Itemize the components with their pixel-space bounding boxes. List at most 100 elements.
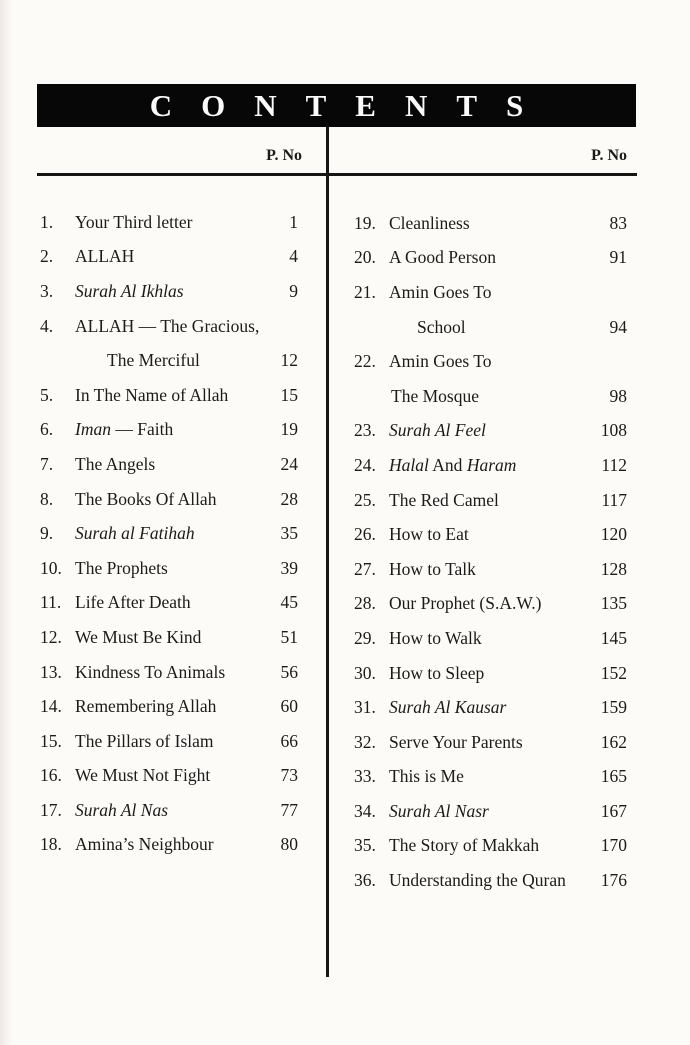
toc-column-left: 1. Your Third letter 1 2. ALLAH 4 3. Surah Al I…: [40, 205, 298, 862]
toc-entry-line: 9. Surah al Fatihah 35: [40, 516, 298, 551]
toc-entry-number: 16.: [40, 765, 62, 786]
toc-entry-line: 3. Surah Al Ikhlas 9: [40, 274, 298, 309]
toc-entry-line: 8. The Books Of Allah 28: [40, 482, 298, 517]
toc-entry-page: 24: [280, 453, 299, 474]
toc-entry-title: Iman — Faith: [75, 419, 174, 440]
page-no-header-left: P. No: [266, 147, 302, 164]
toc-entry-number: 27.: [354, 558, 376, 579]
toc-entry-page: 9: [289, 280, 298, 301]
toc-entry-number: 13.: [40, 661, 62, 682]
toc-entry-line: 36. Understanding the Quran 176: [354, 863, 627, 898]
toc-entry-title: We Must Not Fight: [75, 765, 211, 786]
toc-entry-line: 23. Surah Al Feel 108: [354, 414, 627, 449]
toc-entry-page: 80: [280, 834, 299, 855]
toc-entry-line: School 94: [354, 310, 627, 345]
toc-entry-line: 19. Cleanliness 83: [354, 206, 627, 241]
toc-entry-title: The Story of Makkah: [389, 835, 540, 856]
toc-entry-line: 18. Amina’s Neighbour 80: [40, 828, 298, 863]
toc-entry-title: How to Eat: [389, 524, 469, 545]
toc-entry-page: 73: [280, 765, 299, 786]
toc-entry-line: 2. ALLAH 4: [40, 240, 298, 275]
toc-entry-title: The Mosque: [391, 385, 479, 406]
toc-entry-page: 39: [280, 557, 299, 578]
toc-entry-number: 30.: [354, 662, 376, 683]
toc-entry-title: Amin Goes To: [389, 281, 492, 302]
column-divider: [326, 127, 329, 977]
toc-entry-page: 117: [601, 489, 627, 510]
toc-entry-line: 30. How to Sleep 152: [354, 656, 627, 691]
toc-entry-number: 19.: [354, 212, 376, 233]
toc-entry-number: 34.: [354, 800, 376, 821]
toc-entry-page: 167: [600, 800, 627, 821]
toc-entry-title: Understanding the Quran: [389, 870, 566, 891]
toc-entry-number: 18.: [40, 834, 62, 855]
toc-entry-title: Amin Goes To: [389, 351, 492, 372]
toc-entry-number: 12.: [40, 626, 62, 647]
toc-entry-page: 112: [601, 454, 627, 475]
toc-entry-line: 17. Surah Al Nas 77: [40, 793, 298, 828]
toc-entry-title: The Books Of Allah: [75, 488, 217, 509]
toc-entry-line: 25. The Red Camel 117: [354, 483, 627, 518]
toc-entry-line: 16. We Must Not Fight 73: [40, 759, 298, 794]
toc-entry-number: 14.: [40, 696, 62, 717]
toc-entry-number: 8.: [40, 488, 54, 509]
toc-entry-line: 31. Surah Al Kausar 159: [354, 690, 627, 725]
toc-entry-title: In The Name of Allah: [75, 384, 229, 405]
toc-entry-number: 17.: [40, 799, 62, 820]
header-rule: [37, 173, 637, 176]
toc-entry-title: Surah al Fatihah: [75, 523, 195, 544]
toc-entry-page: 165: [600, 766, 627, 787]
toc-entry-line: 22. Amin Goes To: [354, 344, 627, 379]
toc-entry-number: 33.: [354, 766, 376, 787]
toc-entry-title: Surah Al Ikhlas: [75, 280, 184, 301]
toc-entry-line: 11. Life After Death 45: [40, 586, 298, 621]
toc-entry-title: How to Talk: [389, 558, 476, 579]
toc-entry-number: 26.: [354, 524, 376, 545]
page-title: CONTENTS: [149, 87, 553, 123]
toc-entry-title: The Merciful: [107, 350, 200, 371]
toc-entry-page: 45: [280, 592, 299, 613]
toc-entry-line: 13. Kindness To Animals 56: [40, 655, 298, 690]
toc-entry-number: 7.: [40, 453, 54, 474]
toc-entry-number: 32.: [354, 731, 376, 752]
toc-entry-number: 20.: [354, 247, 376, 268]
toc-entry-number: 1.: [40, 211, 54, 232]
toc-entry-page: 170: [600, 835, 627, 856]
toc-entry-title: Surah Al Nas: [75, 799, 169, 820]
contents-banner: CONTENTS: [37, 84, 636, 127]
toc-column-right: 19. Cleanliness 83 20. A Good Person 91 21. Ami…: [354, 206, 627, 898]
toc-entry-page: 12: [280, 350, 299, 371]
toc-entry-title: This is Me: [389, 766, 464, 787]
toc-entry-title: How to Walk: [389, 627, 482, 648]
toc-entry-title: ALLAH: [75, 246, 135, 267]
toc-entry-page: 15: [280, 384, 299, 405]
toc-entry-title: Serve Your Parents: [389, 731, 523, 752]
toc-entry-page: 176: [600, 870, 627, 891]
toc-entry-title: The Pillars of Islam: [75, 730, 214, 751]
toc-entry-title: How to Sleep: [389, 662, 485, 683]
toc-entry-page: 77: [280, 799, 299, 820]
toc-entry-line: 5. In The Name of Allah 15: [40, 378, 298, 413]
toc-entry-title: Amina’s Neighbour: [75, 834, 214, 855]
toc-entry-number: 29.: [354, 627, 376, 648]
toc-entry-line: The Merciful 12: [40, 343, 298, 378]
toc-entry-number: 31.: [354, 697, 376, 718]
toc-entry-title: A Good Person: [389, 247, 496, 268]
toc-entry-line: 20. A Good Person 91: [354, 241, 627, 276]
toc-entry-number: 11.: [40, 592, 62, 613]
toc-entry-line: 1. Your Third letter 1: [40, 205, 298, 240]
toc-entry-line: 34. Surah Al Nasr 167: [354, 794, 627, 829]
toc-entry-page: 98: [609, 385, 628, 406]
toc-entry-number: 25.: [354, 489, 376, 510]
toc-entry-line: The Mosque 98: [354, 379, 627, 414]
toc-entry-line: 27. How to Talk 128: [354, 552, 627, 587]
toc-entry-number: 3.: [40, 280, 54, 301]
toc-entry-page: 28: [280, 488, 299, 509]
toc-entry-page: 91: [609, 247, 628, 268]
toc-entry-line: 12. We Must Be Kind 51: [40, 620, 298, 655]
toc-entry-number: 5.: [40, 384, 54, 405]
toc-entry-number: 2.: [40, 246, 54, 267]
toc-entry-line: 35. The Story of Makkah 170: [354, 829, 627, 864]
toc-entry-line: 14. Remembering Allah 60: [40, 689, 298, 724]
toc-entry-number: 36.: [354, 870, 376, 891]
